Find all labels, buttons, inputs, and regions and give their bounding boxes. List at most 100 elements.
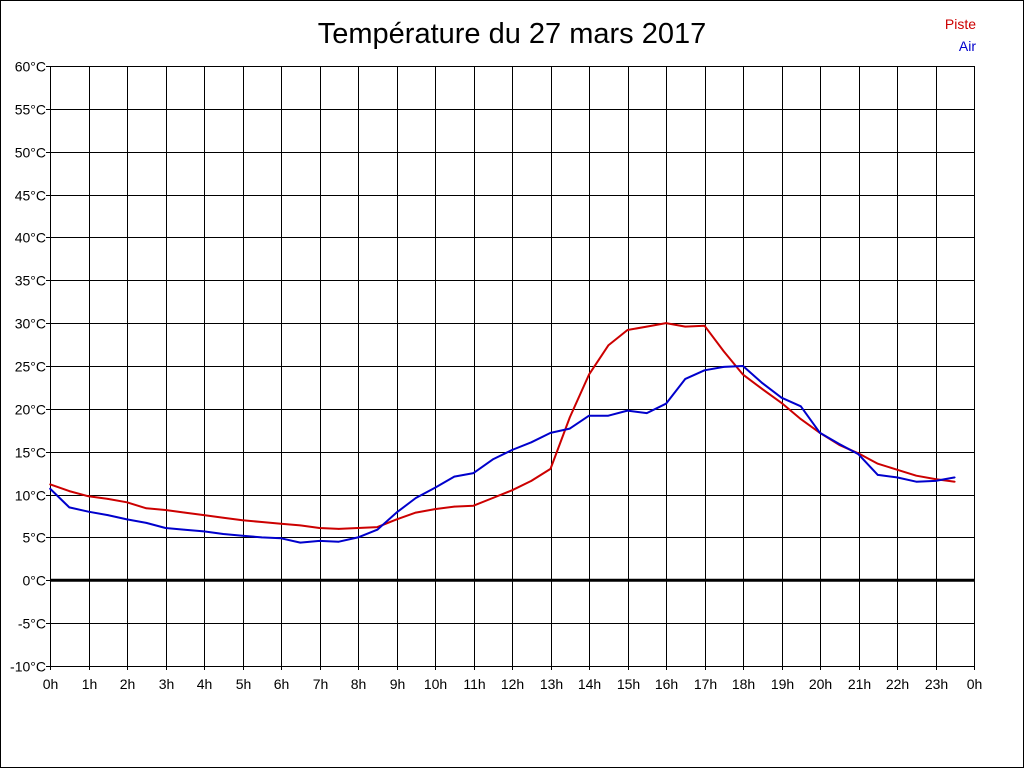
data-point-air [838, 443, 841, 445]
x-tick-label: 15h [617, 676, 640, 692]
data-point-air [434, 486, 436, 489]
x-tick-label: 21h [848, 676, 871, 692]
data-point-piste [222, 516, 225, 519]
x-tick-label: 0h [967, 676, 983, 692]
axes [46, 66, 975, 670]
y-tick-label: 15°C [15, 445, 46, 461]
x-tick-label: 9h [390, 676, 406, 692]
y-tick-label: -10°C [10, 659, 46, 675]
y-tick-label: 55°C [15, 102, 46, 118]
y-tick-label: 20°C [15, 402, 46, 418]
data-point-air [453, 475, 456, 478]
data-point-piste [665, 322, 667, 324]
y-tick-label: 30°C [15, 316, 46, 332]
data-point-piste [511, 489, 513, 492]
data-point-piste [954, 480, 956, 483]
data-point-air [492, 458, 494, 461]
data-point-air [780, 396, 783, 399]
data-point-air [954, 476, 956, 479]
data-point-piste [723, 350, 725, 353]
data-point-piste [934, 478, 937, 480]
data-point-air [684, 378, 687, 380]
x-tick-label: 19h [771, 676, 794, 692]
data-point-piste [434, 508, 436, 510]
y-axis-tick-labels: 60°C 55°C 50°C 45°C 40°C 35°C 30°C 25°C 20°C 15°C… [10, 59, 46, 675]
data-point-piste [261, 521, 263, 523]
data-point-air [261, 536, 263, 539]
data-point-piste [761, 388, 764, 390]
data-point-piste [87, 495, 90, 498]
data-point-air [588, 414, 590, 417]
data-point-air [318, 540, 321, 542]
x-tick-label: 20h [809, 676, 832, 692]
data-point-air [164, 527, 167, 529]
data-point-air [511, 449, 513, 451]
data-point-air [357, 536, 359, 539]
data-point-air [934, 480, 937, 482]
y-tick-label: 5°C [23, 530, 47, 546]
data-point-air [472, 472, 475, 474]
data-point-piste [492, 497, 494, 499]
data-point-air [646, 412, 648, 414]
y-tick-label: 10°C [15, 488, 46, 504]
data-point-piste [49, 483, 51, 486]
data-point-air [68, 506, 71, 509]
data-point-piste [569, 416, 571, 419]
x-tick-label: 22h [886, 676, 909, 692]
data-point-piste [800, 418, 802, 420]
legend: Piste Air [945, 13, 976, 57]
data-point-air [222, 533, 225, 535]
data-point-air [415, 497, 417, 499]
y-tick-label: 0°C [23, 573, 47, 589]
data-point-piste [318, 527, 321, 529]
legend-entry-piste: Piste [944, 16, 976, 32]
data-point-air [607, 414, 610, 417]
data-point-air [126, 518, 128, 521]
data-point-air [145, 522, 148, 524]
x-tick-label: 8h [351, 676, 367, 692]
data-point-piste [780, 402, 783, 404]
data-point-piste [395, 518, 398, 521]
x-tick-label: 23h [925, 676, 948, 692]
data-point-piste [896, 468, 898, 471]
x-tick-label: 2h [120, 676, 136, 692]
series-line-air [49, 365, 955, 544]
x-axis-tick-labels: 0h 1h 2h 3h 4h 5h 6h 7h 8h 9h 10h 11h 12h 13h 14h 15h 16… [43, 676, 983, 692]
data-point-air [819, 432, 821, 434]
data-point-piste [530, 480, 533, 482]
x-tick-label: 10h [424, 676, 447, 692]
y-tick-label: 35°C [15, 273, 46, 289]
data-point-air [338, 540, 340, 543]
data-point-air [241, 534, 244, 537]
x-tick-label: 1h [82, 676, 98, 692]
x-tick-label: 6h [274, 676, 290, 692]
data-point-piste [742, 373, 744, 376]
data-point-piste [376, 526, 379, 528]
data-point-piste [68, 490, 71, 492]
x-tick-label: 14h [578, 676, 601, 692]
data-point-air [299, 541, 302, 544]
data-point-air [626, 409, 629, 412]
y-tick-label: 45°C [15, 188, 46, 204]
data-point-piste [338, 528, 340, 530]
plot-border [50, 66, 975, 667]
data-point-air [723, 366, 725, 368]
series-lines [49, 322, 956, 544]
x-tick-label: 11h [463, 676, 485, 692]
y-tick-label: 60°C [15, 59, 46, 75]
x-tick-label: 7h [313, 676, 329, 692]
data-point-air [896, 476, 898, 479]
y-tick-label: -5°C [18, 616, 46, 632]
x-tick-label: 18h [732, 676, 755, 692]
data-point-air [800, 405, 802, 408]
data-point-piste [549, 468, 552, 470]
data-point-piste [646, 325, 648, 328]
data-point-piste [126, 501, 128, 504]
grid [50, 66, 975, 667]
x-tick-label: 4h [197, 676, 213, 692]
data-point-air [549, 432, 552, 434]
series-line-piste [49, 322, 955, 530]
data-point-piste [915, 474, 918, 477]
data-point-piste [280, 522, 282, 525]
